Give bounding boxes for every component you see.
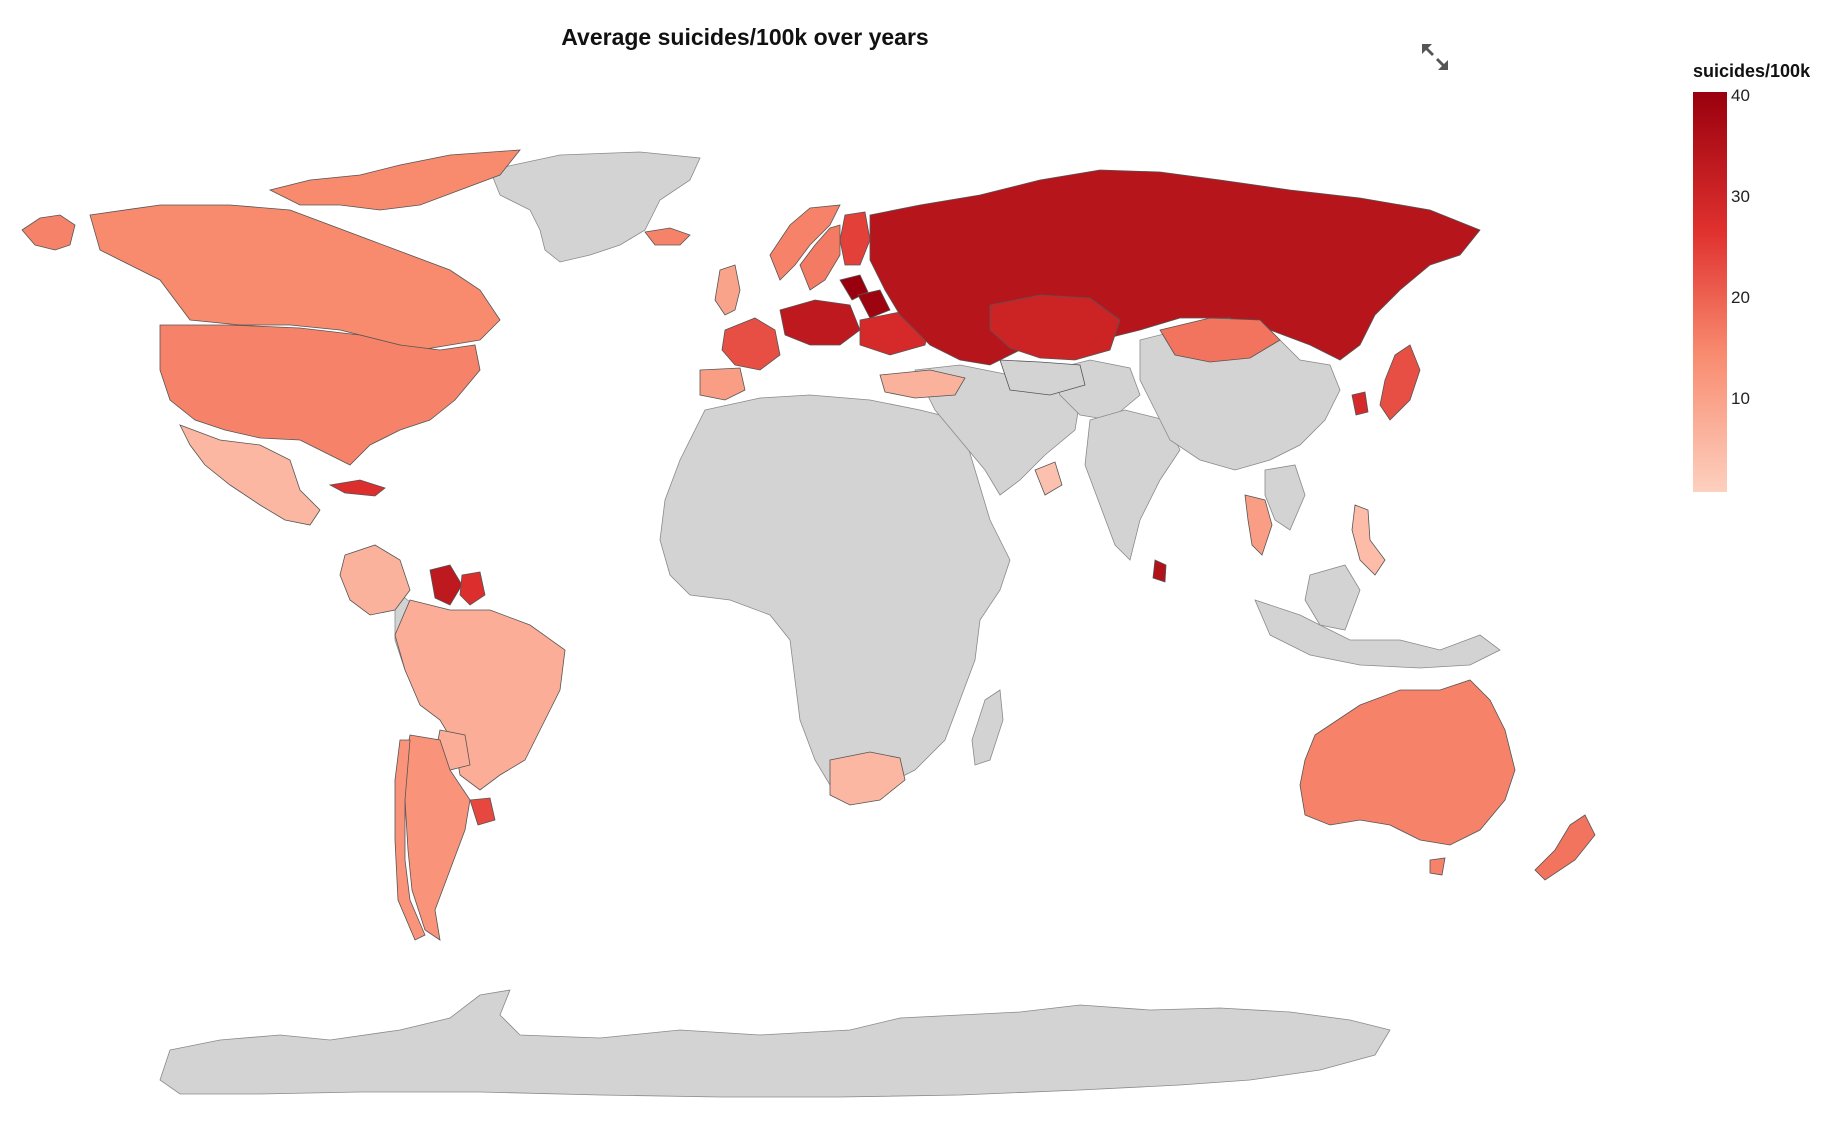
region-mongolia[interactable] — [1159, 317, 1281, 363]
region-norway[interactable] — [769, 204, 841, 281]
region-oman[interactable] — [1034, 461, 1063, 496]
region-philippines[interactable] — [1351, 504, 1386, 576]
legend-tick-40: 40 — [1731, 86, 1750, 105]
legend-gradient — [1693, 92, 1727, 492]
region-turkey[interactable] — [879, 369, 966, 399]
region-suriname[interactable] — [459, 571, 486, 606]
color-legend: suicides/100k 40 30 20 10 — [1693, 61, 1811, 492]
region-cuba[interactable] — [328, 479, 386, 497]
region-south-korea[interactable] — [1351, 391, 1369, 416]
region-canada[interactable] — [89, 204, 501, 351]
region-tasmania[interactable] — [1429, 857, 1446, 876]
region-mexico[interactable] — [179, 424, 321, 526]
region-japan[interactable] — [1379, 344, 1421, 421]
region-central-asia-data[interactable] — [999, 359, 1086, 396]
region-central-europe[interactable] — [779, 299, 861, 346]
region-brazil[interactable] — [394, 599, 566, 791]
region-lithuania[interactable] — [839, 274, 869, 301]
region-united-kingdom[interactable] — [714, 264, 741, 316]
region-chile[interactable] — [394, 739, 426, 941]
region-colombia[interactable] — [339, 544, 411, 616]
expand-arrows-icon[interactable] — [1418, 40, 1452, 74]
region-iceland[interactable] — [644, 227, 691, 246]
region-indonesia[interactable] — [1254, 599, 1501, 669]
region-sri-lanka[interactable] — [1152, 559, 1167, 583]
region-alaska[interactable] — [21, 214, 76, 251]
region-belarus[interactable] — [857, 289, 891, 319]
region-madagascar[interactable] — [971, 689, 1004, 766]
region-kazakhstan[interactable] — [989, 294, 1121, 361]
region-guyana[interactable] — [429, 564, 463, 606]
legend-tick-30: 30 — [1731, 187, 1750, 206]
region-canada-arctic[interactable] — [268, 149, 521, 211]
legend-tick-20: 20 — [1731, 288, 1750, 307]
region-antarctica[interactable] — [159, 989, 1391, 1098]
chart-title: Average suicides/100k over years — [561, 24, 928, 50]
region-united-states[interactable] — [159, 324, 481, 466]
region-greenland[interactable] — [489, 151, 701, 263]
region-south-africa[interactable] — [829, 751, 906, 806]
region-se-asia[interactable] — [1264, 464, 1306, 531]
region-france[interactable] — [721, 317, 781, 371]
legend-title: suicides/100k — [1693, 61, 1811, 81]
region-australia[interactable] — [1299, 679, 1516, 846]
region-uruguay[interactable] — [469, 797, 496, 826]
region-spain[interactable] — [699, 367, 746, 401]
region-africa[interactable] — [659, 394, 1011, 791]
region-new-zealand[interactable] — [1534, 814, 1596, 881]
region-borneo[interactable] — [1304, 564, 1361, 631]
legend-tick-10: 10 — [1731, 389, 1750, 408]
region-india[interactable] — [1084, 409, 1181, 561]
region-finland[interactable] — [839, 211, 871, 266]
region-thailand[interactable] — [1244, 494, 1273, 556]
region-argentina[interactable] — [404, 734, 471, 941]
